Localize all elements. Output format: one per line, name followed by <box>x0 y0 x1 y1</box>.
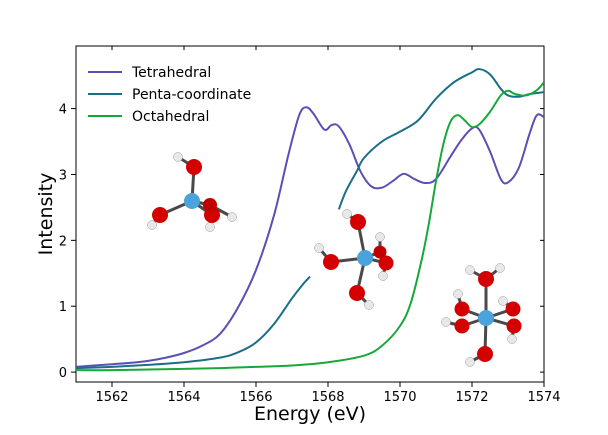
x-tick-label: 1564 <box>167 390 200 405</box>
x-tick-label: 1574 <box>527 390 560 405</box>
y-tick-label: 0 <box>59 366 67 381</box>
series-line-penta-coordinate <box>337 68 544 210</box>
legend-label-tetrahedral: Tetrahedral <box>131 65 211 81</box>
x-tick-label: 1562 <box>95 390 128 405</box>
y-tick-label: 3 <box>59 168 67 183</box>
x-tick-label: 1570 <box>383 390 416 405</box>
penta-coordinate-molecule-icon <box>314 209 394 310</box>
series-line-penta-coordinate <box>76 275 311 370</box>
y-tick-label: 1 <box>59 300 67 315</box>
series-lines <box>76 68 544 372</box>
x-axis: 1562 1564 1566 1568 1570 1572 1574 Energy (eV) <box>95 46 561 425</box>
x-axis-label: Energy (eV) <box>254 403 366 425</box>
tetrahedral-molecule-icon <box>147 152 237 232</box>
x-tick-label: 1568 <box>311 390 344 405</box>
series-line-octahedral <box>76 81 544 372</box>
y-tick-label: 2 <box>59 234 67 249</box>
legend-label-penta-coordinate: Penta-coordinate <box>132 87 251 103</box>
y-axis-label: Intensity <box>35 173 57 256</box>
legend-label-octahedral: Octahedral <box>132 109 209 125</box>
y-tick-label: 4 <box>59 103 67 118</box>
x-tick-label: 1566 <box>239 390 272 405</box>
plot-frame <box>75 45 545 383</box>
plot-area <box>75 45 545 383</box>
octahedral-molecule-icon <box>441 263 522 367</box>
x-ticks: 1562 1564 1566 1568 1570 1572 1574 <box>95 46 561 405</box>
y-axis: 0 1 2 3 4 Intensity <box>35 103 544 381</box>
series-line-tetrahedral <box>76 106 544 368</box>
x-tick-label: 1572 <box>455 390 488 405</box>
legend: Tetrahedral Penta-coordinate Octahedral <box>88 65 251 125</box>
y-ticks: 0 1 2 3 4 <box>59 103 544 381</box>
